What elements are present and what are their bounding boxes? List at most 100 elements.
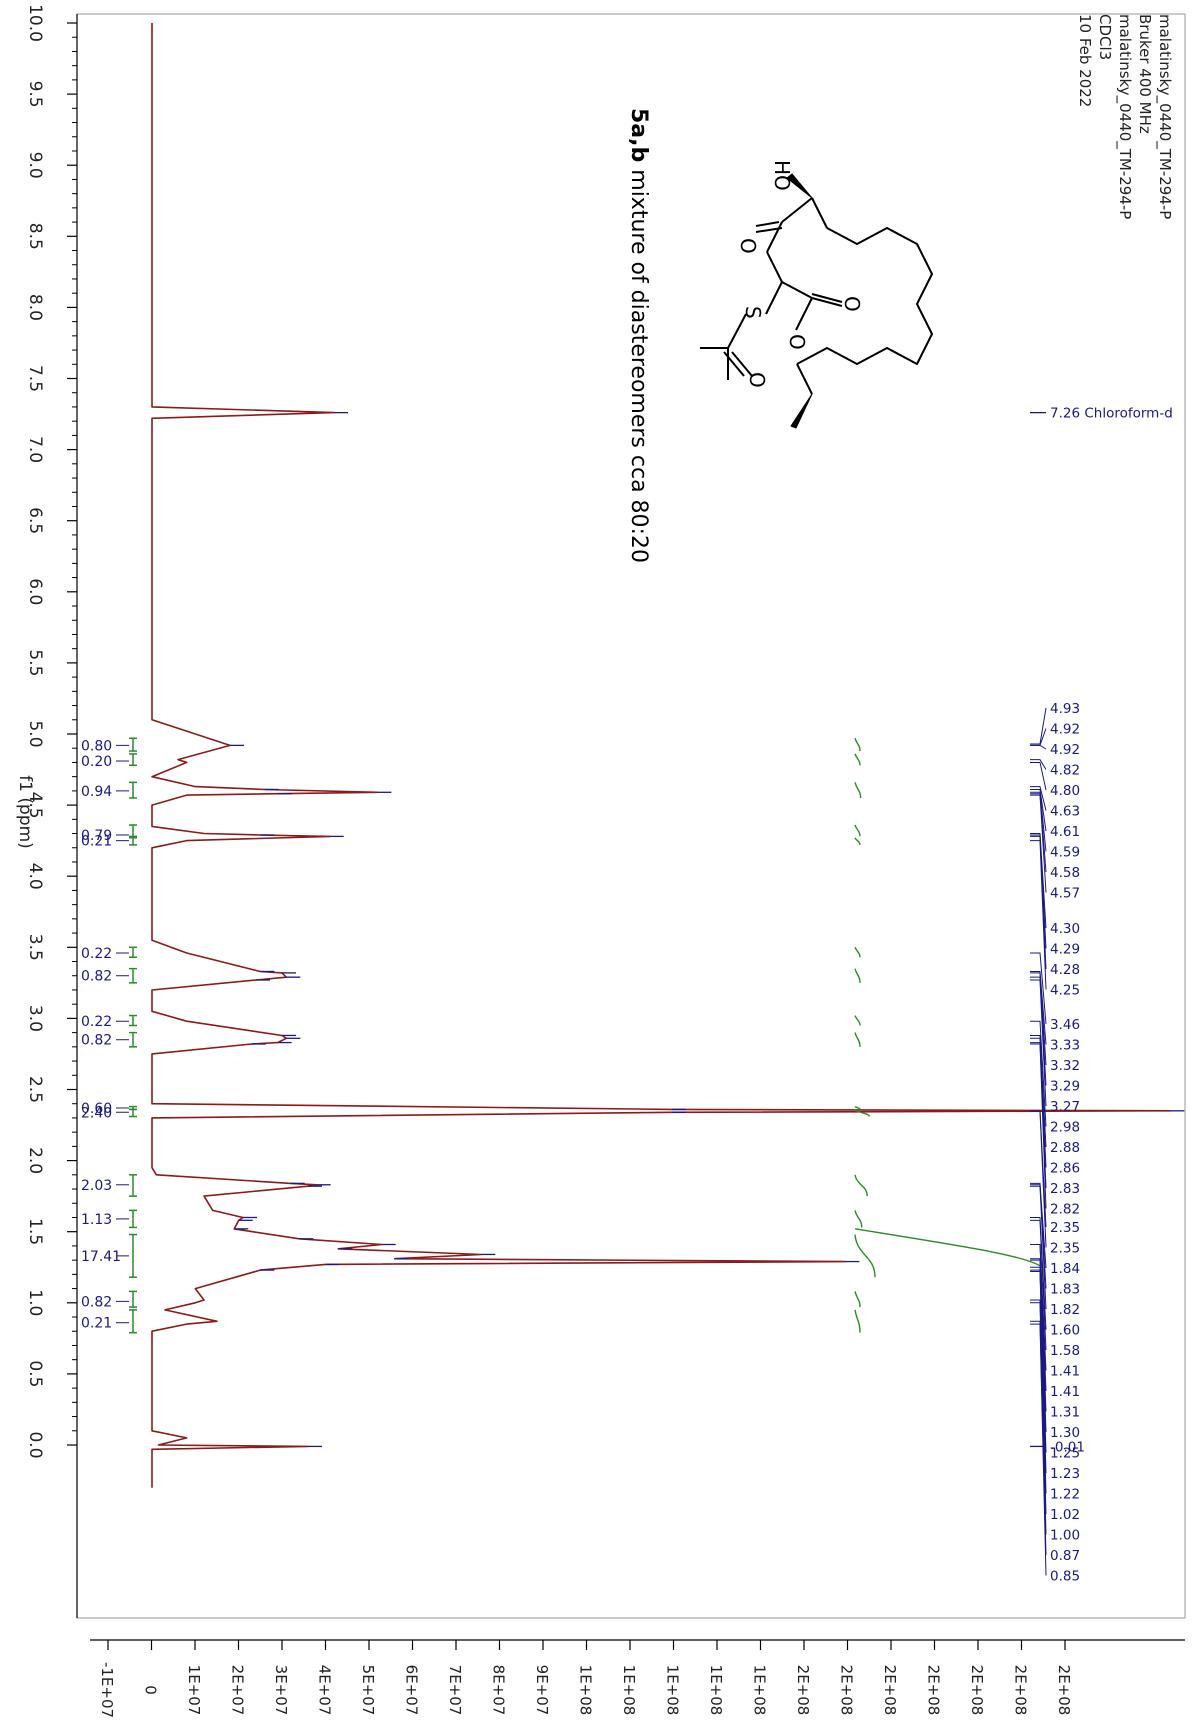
intensity-tick-label: 0 bbox=[142, 1685, 160, 1695]
peak-leader bbox=[1030, 972, 1047, 1066]
peak-label: 1.84 bbox=[1050, 1261, 1080, 1277]
peak-label: 2.98 bbox=[1050, 1120, 1080, 1136]
peak-leader bbox=[1030, 791, 1047, 852]
integral-curve bbox=[854, 1108, 871, 1117]
spectrum-line bbox=[151, 23, 1172, 1488]
intensity-tick-label: 2E+08 bbox=[925, 1665, 943, 1716]
header-line: 10 Feb 2022 bbox=[1076, 14, 1094, 107]
integral-value: 0.80 bbox=[81, 738, 112, 754]
peak-leader bbox=[1030, 1302, 1047, 1535]
peak-leader bbox=[1030, 952, 1047, 1025]
compound-id: 5a,b bbox=[626, 108, 651, 162]
integral-curve-large bbox=[854, 1228, 1041, 1267]
integral-curve bbox=[854, 738, 861, 752]
integral-value: 0.60 bbox=[81, 1101, 112, 1117]
peak-label: 1.30 bbox=[1050, 1425, 1080, 1441]
intensity-tick-label: 2E+08 bbox=[881, 1665, 899, 1716]
peak-leader bbox=[1030, 1323, 1047, 1576]
ppm-tick-label: 0.5 bbox=[25, 1360, 45, 1387]
ppm-axis-label: f1 (ppm) bbox=[15, 775, 35, 849]
peak-leader bbox=[1030, 788, 1047, 832]
ppm-axis-ticks: 10.0 9.5 9.0 8.5 8.0 7.5 7.0 6.5 6.0 5.5 5.0 4.5 4.0… bbox=[25, 4, 77, 1459]
peak-leader bbox=[1030, 744, 1047, 750]
integral-value: 0.22 bbox=[81, 946, 112, 962]
peak-leader bbox=[1030, 1034, 1047, 1148]
integral-value: 2.03 bbox=[81, 1178, 112, 1194]
atom-ester-carbonyl-oxygen: O bbox=[840, 296, 864, 312]
integral-value: 17.41 bbox=[81, 1249, 121, 1265]
peak-label: 4.28 bbox=[1050, 962, 1080, 978]
peak-label: 2.86 bbox=[1050, 1161, 1080, 1177]
intensity-tick-label: 1E+08 bbox=[707, 1665, 725, 1716]
integrals: 0.800.200.940.790.210.220.820.220.820.60… bbox=[81, 737, 1041, 1334]
ppm-tick-label: 2.0 bbox=[25, 1147, 45, 1174]
peak-leader bbox=[1030, 1182, 1047, 1269]
peak-label: 1.41 bbox=[1050, 1384, 1080, 1400]
ppm-tick-label: 9.5 bbox=[25, 81, 45, 108]
peak-label: 4.57 bbox=[1050, 886, 1080, 902]
peak-leader bbox=[1030, 1020, 1047, 1127]
tms-peak-label: -0.01 bbox=[1050, 1439, 1085, 1455]
intensity-tick-label: 2E+07 bbox=[229, 1665, 247, 1716]
integral-value: 0.82 bbox=[81, 969, 112, 985]
atom-ester-oxygen: O bbox=[785, 334, 809, 350]
peak-label: 4.30 bbox=[1050, 921, 1080, 937]
peak-label: 0.85 bbox=[1050, 1569, 1080, 1585]
peak-label: 1.83 bbox=[1050, 1282, 1080, 1298]
integral-value: 0.20 bbox=[81, 754, 112, 770]
peak-label: 1.00 bbox=[1050, 1528, 1080, 1544]
ppm-tick-label: 8.0 bbox=[25, 294, 45, 321]
peak-leader bbox=[1030, 970, 1047, 1045]
peak-leader bbox=[1030, 761, 1047, 791]
integral-curve bbox=[854, 1234, 876, 1278]
peak-leader bbox=[1030, 1219, 1047, 1351]
integral-curve bbox=[854, 753, 861, 766]
intensity-tick-label: 5E+07 bbox=[359, 1665, 377, 1716]
peak-label: 1.82 bbox=[1050, 1302, 1080, 1318]
peak-label: 3.27 bbox=[1050, 1099, 1080, 1115]
intensity-axis-ticks: -1E+07 0 1E+07 2E+07 3E+07 4E+07 5E+07 6E+07 7E+… bbox=[98, 1640, 1073, 1718]
intensity-tick-label: 1E+07 bbox=[185, 1665, 203, 1716]
peak-label: 2.82 bbox=[1050, 1202, 1080, 1218]
integral-value: 0.82 bbox=[81, 1033, 112, 1049]
ppm-tick-label: 3.0 bbox=[25, 1005, 45, 1032]
intensity-tick-label: 2E+08 bbox=[968, 1665, 986, 1716]
peak-leader bbox=[1030, 786, 1047, 811]
integral-curve bbox=[854, 824, 861, 837]
peak-leader bbox=[1030, 1110, 1047, 1248]
intensity-tick-label: 2E+08 bbox=[838, 1665, 856, 1716]
peak-label: 4.92 bbox=[1050, 742, 1080, 758]
integral-curve bbox=[854, 968, 861, 983]
peak-leader bbox=[1030, 794, 1047, 893]
peak-leader bbox=[1030, 833, 1047, 929]
peak-label: 3.46 bbox=[1050, 1017, 1080, 1033]
header-line: CDCl3 bbox=[1096, 14, 1114, 60]
integral-value: 0.21 bbox=[81, 834, 112, 850]
peak-label: 1.23 bbox=[1050, 1466, 1080, 1482]
peak-leader bbox=[1030, 840, 1047, 990]
ppm-tick-label: 6.0 bbox=[25, 578, 45, 605]
ppm-tick-label: 8.5 bbox=[25, 223, 45, 250]
ppm-tick-label: 3.5 bbox=[25, 934, 45, 961]
peak-leader bbox=[1030, 834, 1047, 949]
integral-curve bbox=[854, 837, 861, 845]
atom-ketone-oxygen: O bbox=[736, 238, 760, 254]
peak-leader bbox=[1030, 1243, 1047, 1392]
peak-label: 4.25 bbox=[1050, 983, 1080, 999]
peak-leader bbox=[1030, 759, 1047, 770]
chemical-structure bbox=[700, 173, 933, 429]
peak-label: 4.82 bbox=[1050, 763, 1080, 779]
integral-curve bbox=[854, 1174, 868, 1197]
peak-leader bbox=[1030, 707, 1047, 745]
atom-sulfur: S bbox=[741, 306, 765, 319]
integral-curve bbox=[854, 1291, 861, 1308]
ppm-tick-label: 4.0 bbox=[25, 863, 45, 890]
intensity-tick-label: 4E+07 bbox=[316, 1665, 334, 1716]
intensity-tick-label: 1E+08 bbox=[620, 1665, 638, 1716]
peak-label: 4.63 bbox=[1050, 804, 1080, 820]
intensity-tick-label: 6E+07 bbox=[403, 1665, 421, 1716]
peak-label: 4.93 bbox=[1050, 701, 1080, 717]
header-line: malatinsky_0440_TM-294-P bbox=[1115, 14, 1134, 219]
ppm-tick-label: 1.0 bbox=[25, 1289, 45, 1316]
integral-value: 0.79 bbox=[81, 828, 112, 844]
